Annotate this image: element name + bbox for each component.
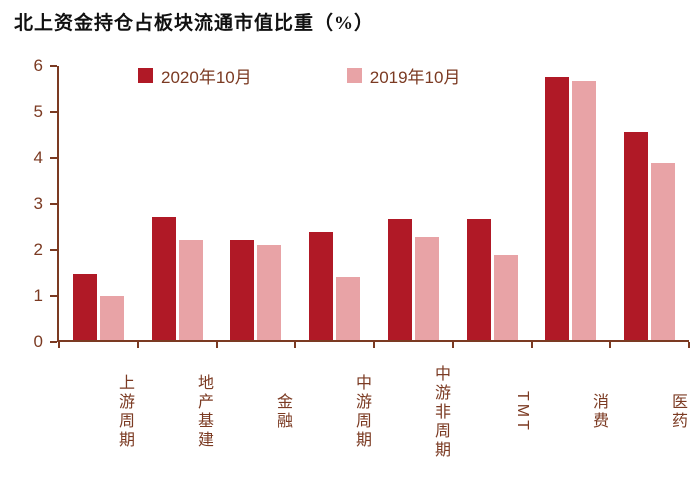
bar — [572, 80, 597, 340]
y-tick-mark — [50, 249, 57, 251]
y-tick-mark — [50, 203, 57, 205]
bar-group — [453, 66, 532, 340]
y-tick-label: 1 — [33, 286, 43, 305]
bar-group — [138, 66, 217, 340]
bar-groups — [59, 66, 689, 340]
x-axis-label: TMT — [514, 391, 531, 433]
bar-group — [532, 66, 611, 340]
bar — [99, 295, 124, 340]
legend-item: 2019年10月 — [346, 63, 461, 88]
bar — [72, 273, 97, 340]
x-tick-mark — [215, 342, 218, 348]
y-tick-mark — [50, 295, 57, 297]
x-tick-mark — [530, 342, 533, 348]
bar — [178, 239, 203, 340]
x-tick-mark — [688, 342, 690, 348]
x-axis-labels: 上游周期 地产基建 金融 中游周期 中游非周期 TMT 消费 医药 — [57, 352, 689, 472]
legend: 2020年10月 2019年10月 — [138, 63, 461, 88]
y-tick-label: 6 — [33, 56, 43, 75]
bar — [624, 132, 649, 340]
y-tick-mark — [50, 157, 57, 159]
bar — [257, 245, 282, 340]
y-tick-label: 0 — [33, 332, 43, 351]
x-axis-label: 地产基建 — [195, 374, 212, 450]
y-tick-mark — [50, 111, 57, 113]
chart-title: 北上资金持仓占板块流通市值比重（%） — [14, 13, 375, 34]
y-tick-label: 2 — [33, 240, 43, 259]
bar-group — [610, 66, 689, 340]
x-axis-label: 中游非周期 — [432, 364, 449, 460]
x-tick-mark — [136, 342, 139, 348]
x-axis-label: 医药 — [669, 393, 686, 431]
y-tick-mark — [50, 341, 57, 343]
y-tick-label: 3 — [33, 194, 43, 213]
x-axis-label: 金融 — [274, 393, 291, 431]
x-axis-label: 上游周期 — [116, 374, 133, 450]
bar — [651, 162, 676, 340]
x-tick-mark — [294, 342, 297, 348]
y-axis: 0 1 2 3 4 5 6 — [0, 56, 57, 351]
bar-group — [217, 66, 296, 340]
bar — [151, 216, 176, 340]
bar — [336, 277, 361, 340]
bar-group — [295, 66, 374, 340]
x-tick-mark — [58, 342, 60, 348]
x-tick-mark — [373, 342, 375, 348]
x-axis-label: 消费 — [590, 393, 607, 431]
legend-item: 2020年10月 — [138, 63, 252, 88]
bar — [387, 218, 412, 340]
legend-swatch-icon — [346, 67, 362, 83]
bar — [466, 218, 491, 340]
legend-label: 2020年10月 — [161, 67, 252, 87]
y-tick-mark — [50, 65, 57, 67]
bar — [309, 231, 334, 340]
bar-group — [374, 66, 453, 340]
bar — [414, 237, 439, 340]
bar — [230, 239, 255, 340]
bar — [545, 77, 570, 340]
x-tick-mark — [451, 342, 454, 348]
x-tick-mark — [609, 342, 612, 348]
legend-label: 2019年10月 — [369, 67, 461, 87]
legend-swatch-icon — [138, 67, 153, 83]
plot-area — [57, 66, 690, 348]
y-tick-label: 5 — [33, 102, 43, 121]
bar — [493, 254, 518, 340]
bar-group — [59, 66, 138, 340]
x-axis-label: 中游周期 — [353, 374, 370, 450]
y-tick-label: 4 — [33, 148, 43, 167]
